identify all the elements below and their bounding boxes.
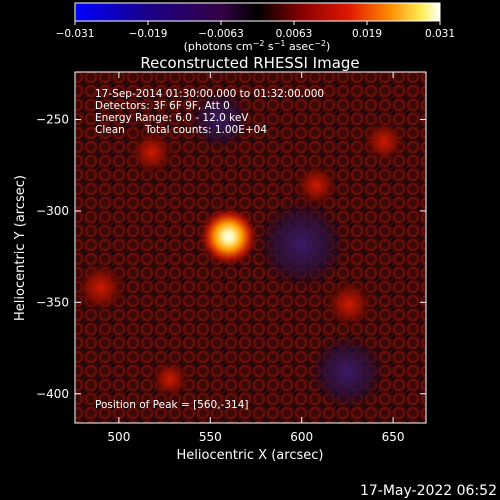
y-tick-label: −400 — [36, 387, 69, 401]
plot-frame — [74, 71, 427, 424]
image-area — [75, 72, 426, 423]
info-clean: Clean — [95, 124, 125, 136]
emission-source — [128, 129, 175, 176]
colorbar — [74, 2, 441, 22]
y-tick-label: −300 — [36, 204, 69, 218]
peak-position-label: Position of Peak = [560,-314] — [95, 399, 249, 411]
info-total-counts: Total counts: 1.00E+04 — [144, 124, 267, 136]
colorbar-unit-label: (photons cm−2 s−1 asec−2) — [184, 39, 331, 53]
axis-ticks: 500 550 600 650 −250 −300 −350 −400 — [36, 72, 426, 444]
emission-source — [75, 261, 127, 314]
negative-region — [256, 199, 347, 289]
colorbar-tick-label: 0.019 — [352, 28, 382, 40]
colorbar-tick-label: 0.0063 — [276, 28, 313, 40]
x-axis-label: Heliocentric X (arcsec) — [177, 448, 324, 463]
info-block: 17-Sep-2014 01:30:00.000 to 01:32:00.000… — [95, 88, 324, 411]
x-tick-label: 650 — [382, 430, 405, 444]
colorbar-ticks: −0.031 −0.019 −0.0063 0.0063 0.019 0.031 — [56, 21, 455, 40]
negative-region — [310, 334, 385, 410]
info-energy-range: Energy Range: 6.0 - 12.0 keV — [95, 112, 249, 124]
info-time-range: 17-Sep-2014 01:30:00.000 to 01:32:00.000 — [95, 88, 324, 100]
info-detectors: Detectors: 3F 6F 9F, Att 0 — [95, 100, 230, 112]
colorbar-tick-label: −0.019 — [129, 28, 168, 40]
y-tick-label: −250 — [36, 113, 69, 127]
colorbar-tick-label: −0.0063 — [198, 28, 244, 40]
peak-source — [198, 206, 259, 267]
x-tick-label: 500 — [107, 430, 130, 444]
x-tick-label: 600 — [290, 430, 313, 444]
x-tick-label: 550 — [199, 430, 222, 444]
colorbar-tick-label: 0.031 — [425, 28, 455, 40]
emission-source — [324, 279, 375, 330]
emission-source — [361, 119, 406, 164]
y-tick-label: −350 — [36, 295, 69, 309]
timestamp: 17-May-2022 06:52 — [360, 483, 497, 499]
colorbar-tick-label: −0.031 — [56, 28, 95, 40]
emission-source — [294, 163, 339, 208]
y-axis-label: Heliocentric Y (arcsec) — [13, 175, 28, 321]
negative-region — [189, 89, 250, 150]
chart-title: Reconstructed RHESSI Image — [140, 54, 359, 72]
emission-source — [150, 359, 191, 400]
